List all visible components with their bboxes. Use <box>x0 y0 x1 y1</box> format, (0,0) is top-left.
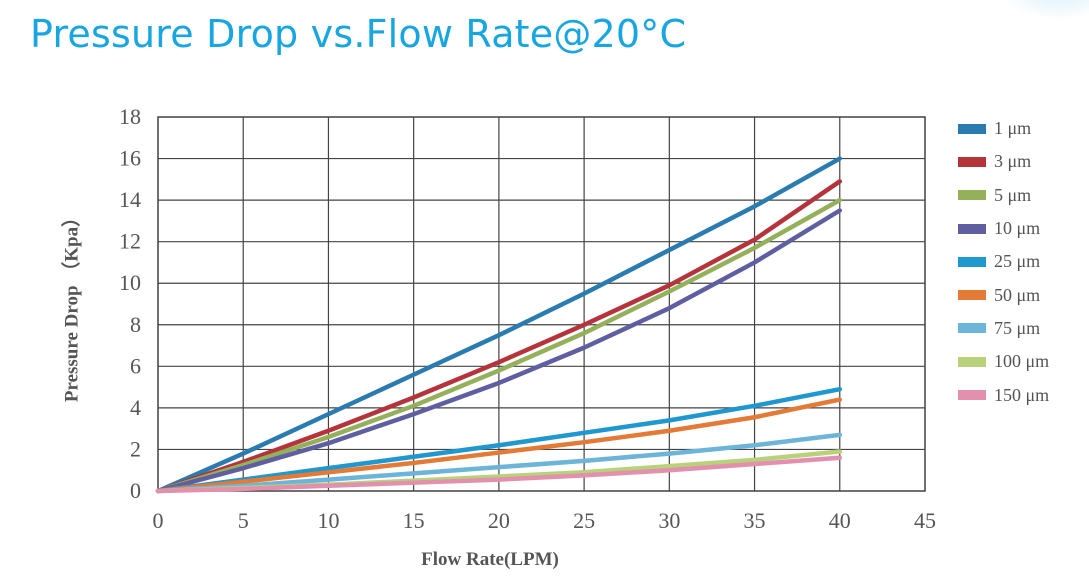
chart-series <box>155 156 843 494</box>
legend-label: 1 μm <box>994 118 1032 139</box>
x-tick-label: 35 <box>744 508 766 533</box>
legend-item: 25 μm <box>958 245 1049 278</box>
x-tick-label: 15 <box>403 508 425 533</box>
legend-label: 5 μm <box>994 184 1032 205</box>
series-line-4 <box>155 208 843 494</box>
legend-label: 3 μm <box>994 151 1032 172</box>
legend-swatch <box>958 156 986 167</box>
x-tick-label: 10 <box>317 508 339 533</box>
y-tick-label: 14 <box>119 187 141 212</box>
x-tick-label: 25 <box>573 508 595 533</box>
legend-item: 10 μm <box>958 212 1049 245</box>
legend-swatch <box>958 356 986 367</box>
y-tick-label: 12 <box>119 229 141 254</box>
x-axis-title: Flow Rate(LPM) <box>421 549 559 570</box>
y-axis-title: Pressure Drop （Kpa） <box>61 207 83 403</box>
series-line-9 <box>155 455 843 494</box>
chart-legend: 1 μm 3 μm 5 μm 10 μm 25 μm 50 μm 75 μm 100 μm 15… <box>958 112 1049 412</box>
legend-item: 3 μm <box>958 145 1049 178</box>
legend-item: 5 μm <box>958 179 1049 212</box>
x-tick-label: 45 <box>914 508 936 533</box>
x-tick-label: 20 <box>488 508 510 533</box>
y-tick-label: 8 <box>130 312 141 337</box>
y-tick-label: 18 <box>119 104 141 129</box>
legend-label: 10 μm <box>994 218 1041 239</box>
series-line-3 <box>155 197 843 494</box>
legend-item: 1 μm <box>958 112 1049 145</box>
series-line-1 <box>155 156 843 494</box>
y-tick-label: 10 <box>119 270 141 295</box>
y-tick-label: 0 <box>130 478 141 503</box>
y-tick-label: 4 <box>130 395 141 420</box>
legend-label: 100 μm <box>994 351 1050 372</box>
legend-swatch <box>958 390 986 401</box>
series-line-2 <box>155 179 843 494</box>
legend-label: 150 μm <box>994 384 1050 405</box>
legend-label: 50 μm <box>994 284 1041 305</box>
legend-swatch <box>958 223 986 234</box>
series-line-6 <box>155 397 843 494</box>
legend-swatch <box>958 290 986 301</box>
legend-item: 75 μm <box>958 312 1049 345</box>
legend-swatch <box>958 256 986 267</box>
x-tick-label: 30 <box>658 508 680 533</box>
plot-frame <box>157 116 926 492</box>
legend-item: 50 μm <box>958 278 1049 311</box>
legend-label: 25 μm <box>994 251 1041 272</box>
x-tick-label: 40 <box>829 508 851 533</box>
y-tick-label: 16 <box>119 146 141 171</box>
y-tick-label: 6 <box>130 353 141 378</box>
x-tick-label: 5 <box>238 508 249 533</box>
legend-item: 150 μm <box>958 378 1049 411</box>
legend-swatch <box>958 123 986 134</box>
legend-swatch <box>958 190 986 201</box>
legend-label: 75 μm <box>994 317 1041 338</box>
series-line-5 <box>155 386 843 494</box>
series-line-7 <box>155 432 843 494</box>
legend-swatch <box>958 323 986 334</box>
legend-item: 100 μm <box>958 345 1049 378</box>
chart-tick-labels: 0 5 10 15 20 25 30 35 40 45 0 2 4 6 8 10 12 14 16 18 <box>119 104 936 533</box>
y-tick-label: 2 <box>130 436 141 461</box>
page-title: Pressure Drop vs.Flow Rate@20°C <box>30 12 687 56</box>
x-tick-label: 0 <box>153 508 164 533</box>
